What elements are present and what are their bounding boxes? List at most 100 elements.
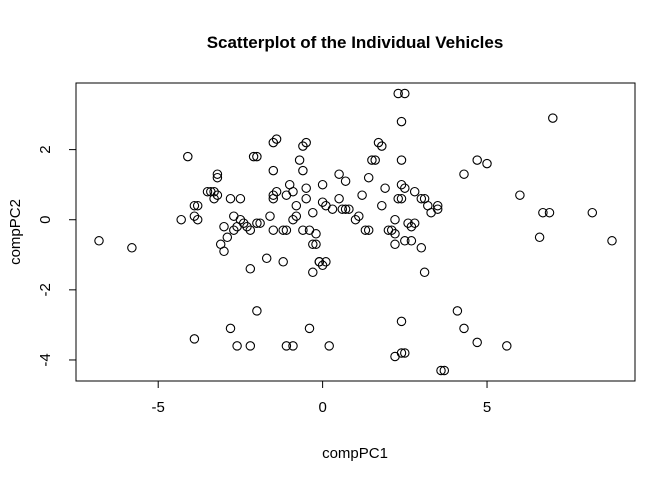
scatter-point: [334, 169, 344, 179]
scatter-point: [245, 264, 256, 274]
scatter-point: [472, 337, 482, 348]
x-axis-label: compPC1: [322, 445, 388, 462]
scatter-point: [327, 204, 338, 214]
scatter-point: [390, 351, 400, 362]
scatter-point: [252, 151, 262, 162]
scatter-point: [317, 197, 328, 207]
scatter-point: [301, 183, 311, 193]
scatter-point: [377, 200, 387, 211]
scatter-point: [271, 186, 282, 197]
scatter-point: [403, 218, 413, 228]
scatter-point: [229, 225, 239, 235]
scatter-point: [363, 225, 374, 235]
scatter-point: [502, 341, 512, 351]
scatter-point: [288, 214, 298, 225]
scatter-point: [225, 193, 236, 204]
scatter-point: [416, 193, 427, 204]
scatter-point: [396, 348, 407, 358]
scatter-point: [373, 137, 384, 148]
scatter-point: [396, 179, 407, 190]
scatter-point: [308, 239, 318, 250]
scatter-point: [94, 236, 104, 246]
scatter-point: [209, 186, 219, 197]
scatter-point: [393, 88, 403, 99]
scatter-point: [340, 176, 351, 186]
scatter-point: [235, 193, 246, 204]
scatter-point: [409, 186, 420, 197]
scatter-point: [248, 151, 259, 162]
scatter-point: [482, 158, 492, 169]
y-axis-label: compPC2: [7, 199, 24, 265]
scatter-point: [400, 348, 410, 358]
scatter-point: [607, 236, 617, 246]
y-tick-label: -4: [37, 353, 54, 366]
scatter-point: [515, 190, 525, 200]
scatter-point: [538, 207, 548, 218]
scatter-point: [183, 151, 193, 162]
scatter-point: [189, 211, 200, 221]
y-axis: -4 -2 0 2: [37, 145, 77, 367]
scatter-point: [534, 232, 545, 243]
scatter-point: [314, 257, 325, 267]
scatter-point: [245, 225, 256, 235]
scatter-point: [222, 232, 233, 243]
scatter-point: [238, 218, 249, 228]
scatter-point: [265, 211, 275, 221]
scatter-point: [544, 207, 555, 218]
scatter-point: [416, 243, 427, 253]
scatter-point: [390, 239, 400, 250]
scatter-point: [406, 221, 417, 232]
scatter-point: [298, 165, 308, 176]
scatter-point: [363, 172, 374, 183]
scatter-point: [344, 204, 354, 214]
scatter-point: [400, 88, 410, 99]
scatter-point: [298, 225, 308, 235]
scatter-point: [337, 204, 348, 214]
scatter-point: [252, 306, 262, 316]
scatter-point: [311, 229, 321, 239]
scatter-point: [311, 239, 321, 250]
scatter-point: [288, 186, 298, 197]
scatter-point: [390, 214, 400, 225]
scatter-point: [189, 200, 200, 211]
scatter-point: [298, 141, 308, 151]
scatter-point: [301, 193, 311, 204]
scatter-point: [370, 155, 380, 165]
scatter-point: [176, 214, 186, 225]
scatter-point: [432, 204, 443, 214]
scatter-point: [212, 172, 223, 183]
scatter-point: [189, 334, 200, 344]
scatter-point: [219, 246, 229, 257]
scatter-point: [232, 341, 242, 351]
scatter-point: [548, 113, 558, 123]
scatter-point: [377, 141, 387, 151]
scatter-point: [317, 179, 328, 190]
data-points: [94, 88, 617, 376]
scatter-point: [301, 137, 311, 148]
scatter-point: [288, 341, 298, 351]
scatter-point: [350, 214, 361, 225]
scatter-point: [268, 225, 279, 235]
x-tick-label: 0: [318, 399, 326, 416]
scatter-point: [357, 190, 367, 200]
x-tick-label: 5: [483, 399, 491, 416]
chart-title: Scatterplot of the Individual Vehicles: [207, 33, 504, 52]
scatter-point: [396, 193, 407, 204]
scatter-point: [271, 134, 282, 144]
scatter-point: [400, 183, 410, 193]
scatter-point: [400, 236, 410, 246]
scatter-point: [396, 116, 407, 127]
x-axis: -5 0 5: [152, 380, 491, 416]
scatter-point: [396, 316, 407, 327]
scatter-point: [459, 323, 469, 334]
scatter-point: [202, 186, 213, 197]
scatter-point: [294, 155, 305, 165]
scatter-point: [334, 193, 344, 204]
scatter-point: [268, 137, 279, 148]
scatter-point: [380, 183, 390, 193]
scatter-point: [245, 341, 256, 351]
scatter-point: [317, 260, 328, 271]
scatter-point: [340, 204, 351, 214]
scatter-point: [419, 267, 430, 278]
